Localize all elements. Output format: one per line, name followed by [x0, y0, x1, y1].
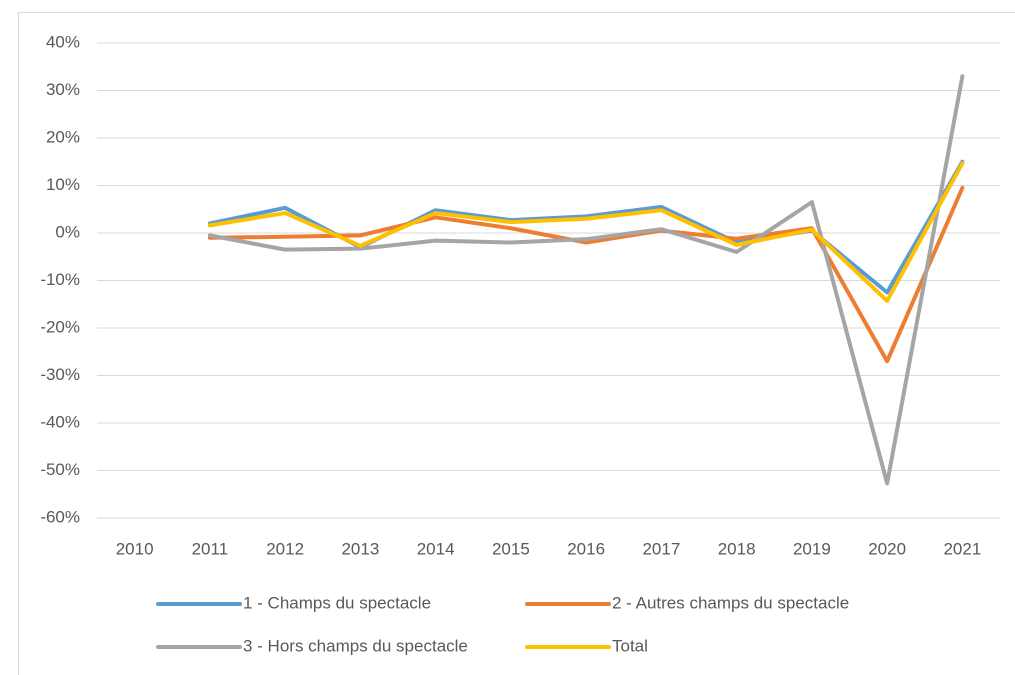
series-line [207, 161, 965, 303]
y-tick-label: 40% [46, 32, 80, 51]
legend-label: 2 - Autres champs du spectacle [612, 593, 849, 612]
y-tick-label: -60% [40, 507, 80, 526]
y-tick-label: -20% [40, 317, 80, 336]
legend-label: 1 - Champs du spectacle [243, 593, 431, 612]
y-tick-label: 10% [46, 175, 80, 194]
series-line [207, 74, 965, 486]
x-tick-label: 2016 [567, 539, 605, 558]
y-tick-label: -50% [40, 460, 80, 479]
y-tick-label: -10% [40, 270, 80, 289]
x-tick-label: 2021 [943, 539, 981, 558]
chart-border [18, 12, 1015, 675]
x-tick-label: 2011 [192, 539, 229, 558]
x-tick-label: 2015 [492, 539, 530, 558]
series-line [207, 159, 965, 295]
x-tick-label: 2020 [868, 539, 906, 558]
x-tick-label: 2014 [417, 539, 455, 558]
x-tick-label: 2019 [793, 539, 831, 558]
y-tick-label: 0% [55, 222, 80, 241]
y-tick-label: -30% [40, 365, 80, 384]
legend-label: Total [612, 636, 648, 655]
y-tick-label: 30% [46, 80, 80, 99]
x-tick-label: 2012 [266, 539, 304, 558]
x-tick-label: 2013 [341, 539, 379, 558]
x-tick-label: 2010 [116, 539, 154, 558]
legend-label: 3 - Hors champs du spectacle [243, 636, 468, 655]
x-tick-label: 2018 [718, 539, 756, 558]
x-tick-label: 2017 [642, 539, 680, 558]
y-tick-label: -40% [40, 412, 80, 431]
y-tick-label: 20% [46, 127, 80, 146]
